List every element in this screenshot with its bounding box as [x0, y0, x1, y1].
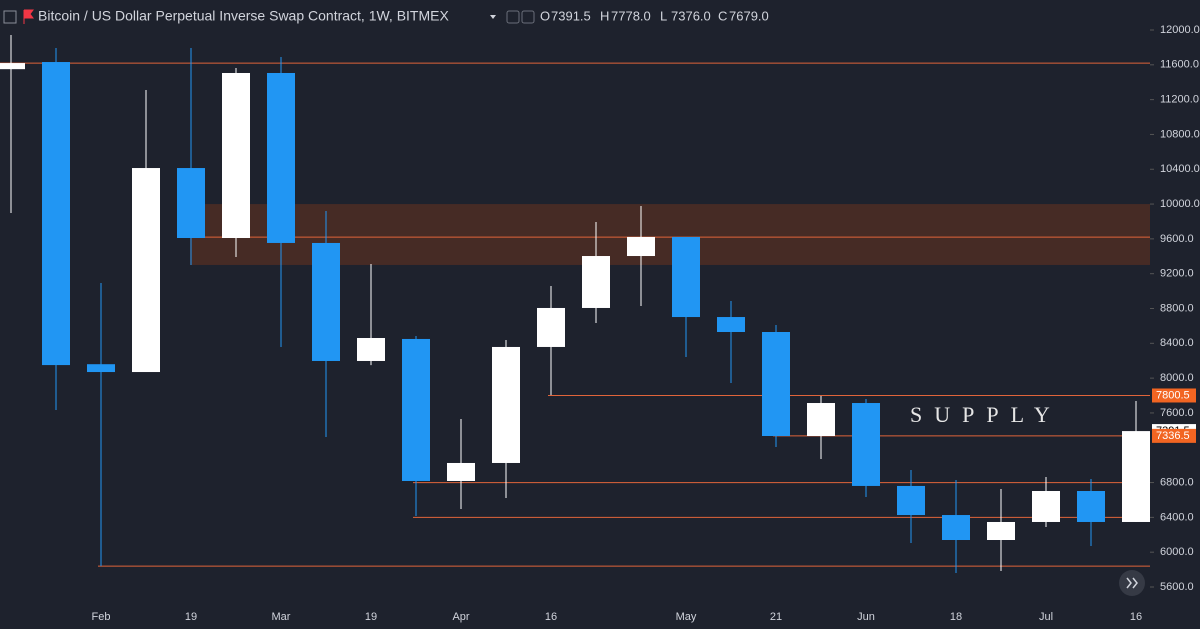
y-tick-label: 5600.0	[1160, 581, 1194, 593]
y-tick-label: 8400.0	[1160, 337, 1194, 349]
candle-body	[447, 462, 475, 481]
ohlc-value: 7391.5	[551, 8, 591, 23]
candle-body	[807, 403, 835, 437]
candle-body	[897, 485, 925, 516]
ohlc: O 7391.5 H 7778.0 L 7376.0 C 7679.0	[540, 8, 769, 23]
candle-body	[312, 242, 340, 361]
candle-body	[987, 521, 1015, 541]
level-layer	[0, 62, 1150, 567]
eye-icon[interactable]	[506, 10, 520, 24]
y-tick-label: 8800.0	[1160, 302, 1194, 314]
ohlc-key: L	[660, 8, 667, 23]
x-tick-label: 16	[545, 611, 557, 623]
candle-body	[1122, 431, 1150, 522]
ohlc-key: H	[600, 8, 609, 23]
y-tick-label: 10400.0	[1160, 163, 1200, 175]
x-tick-label: 21	[770, 611, 782, 623]
price-label: 7336.5	[1156, 430, 1190, 442]
annotation: SUPPLY	[910, 402, 1062, 427]
header: Bitcoin / US Dollar Perpetual Inverse Sw…	[3, 8, 535, 24]
x-tick-label: Jun	[857, 611, 875, 623]
candle-body	[177, 168, 205, 239]
y-tick-label: 9200.0	[1160, 268, 1194, 280]
scroll-button-bg[interactable]	[1119, 570, 1145, 596]
y-tick-label: 11200.0	[1160, 94, 1199, 106]
candle-body	[357, 338, 385, 361]
ohlc-value: 7376.0	[671, 8, 711, 23]
candle-body	[267, 72, 295, 243]
candle-body	[132, 168, 160, 373]
price-label-box	[1152, 388, 1196, 403]
y-tick-label: 10000.0	[1160, 198, 1200, 210]
candle-body	[87, 364, 115, 373]
symbol-title[interactable]: Bitcoin / US Dollar Perpetual Inverse Sw…	[38, 8, 449, 24]
ohlc-key: O	[540, 8, 550, 23]
x-tick-label: May	[676, 611, 697, 623]
candle-body	[672, 236, 700, 318]
candle-body	[717, 317, 745, 332]
candle-layer	[0, 34, 1150, 573]
ohlc-value: 7778.0	[611, 8, 651, 23]
y-tick-label: 9600.0	[1160, 233, 1194, 245]
candle-body	[537, 307, 565, 347]
candle-body	[582, 256, 610, 308]
candle-body	[42, 62, 70, 366]
ohlc-key: C	[718, 8, 727, 23]
supply-zone	[190, 204, 1150, 265]
candle-body	[1077, 491, 1105, 522]
settings-icon[interactable]	[521, 10, 535, 24]
expand-icon[interactable]	[3, 10, 17, 24]
candle-body	[627, 236, 655, 257]
y-tick-label: 7600.0	[1160, 407, 1194, 419]
candle-body	[0, 63, 25, 70]
y-tick-label: 6000.0	[1160, 546, 1194, 558]
x-tick-label: Feb	[92, 611, 111, 623]
y-tick-label: 6400.0	[1160, 511, 1194, 523]
candle-body	[942, 515, 970, 541]
x-tick-label: Apr	[452, 611, 469, 623]
candle-body	[492, 346, 520, 463]
y-tick-label: 8000.0	[1160, 372, 1194, 384]
candle-body	[222, 72, 250, 239]
y-tick-label: 12000.0	[1160, 24, 1200, 36]
x-tick-label: Mar	[272, 611, 291, 623]
candle-body	[762, 331, 790, 437]
x-tick-label: 16	[1130, 611, 1142, 623]
axis-layer: Feb 19 Mar 19 Apr 16 May 21 Jun 18 Jul 16 12000.0 116…	[92, 24, 1200, 623]
candle-body	[402, 338, 430, 481]
flag-icon[interactable]	[23, 9, 34, 24]
x-tick-label: 19	[185, 611, 197, 623]
y-tick-label: 10800.0	[1160, 128, 1200, 140]
x-tick-label: Jul	[1039, 611, 1053, 623]
y-tick-label: 11600.0	[1160, 59, 1199, 71]
price-label-box	[1152, 428, 1196, 443]
x-tick-label: 18	[950, 611, 962, 623]
candle-body	[1032, 491, 1060, 522]
scroll-icon[interactable]	[1126, 577, 1138, 589]
dropdown-icon[interactable]	[490, 15, 496, 19]
scroll-button[interactable]	[1119, 570, 1145, 596]
ohlc-value: 7679.0	[729, 8, 769, 23]
y-tick-label: 6800.0	[1160, 476, 1194, 488]
x-tick-label: 19	[365, 611, 377, 623]
zone-layer	[190, 204, 1150, 265]
candle-body	[852, 403, 880, 486]
price-label: 7800.5	[1156, 389, 1190, 401]
